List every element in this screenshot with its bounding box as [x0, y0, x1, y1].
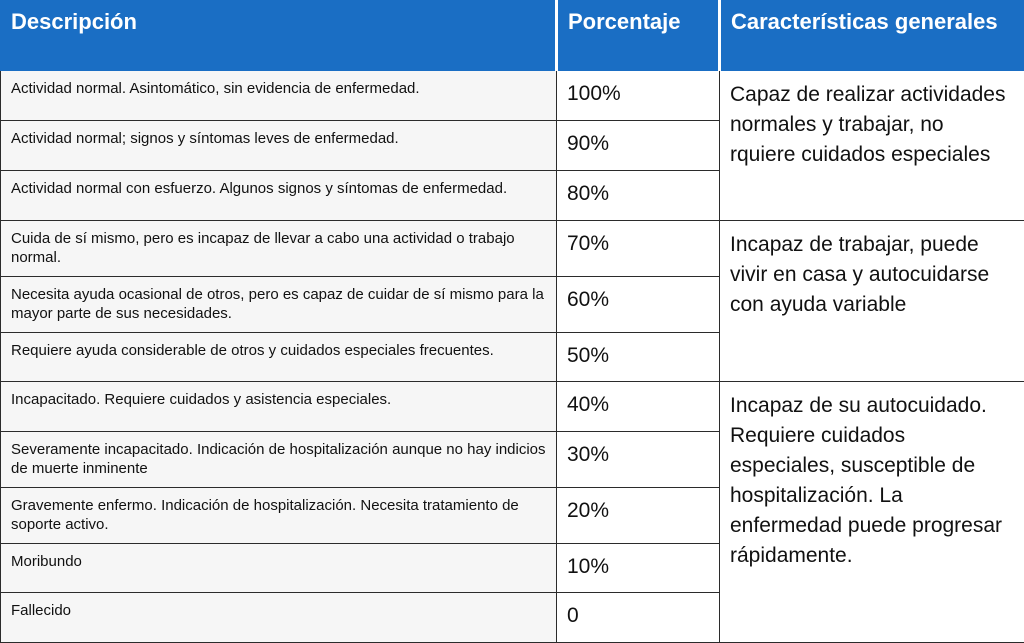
row-description: Incapacitado. Requiere cuidados y asiste… [1, 382, 557, 432]
row-percentage: 0 [557, 593, 720, 643]
row-percentage: 30% [557, 432, 720, 488]
group-characteristics: Capaz de realizar actividades normales y… [720, 71, 1024, 221]
row-description: Severamente incapacitado. Indicación de … [1, 432, 557, 488]
row-description: Actividad normal. Asintomático, sin evid… [1, 71, 557, 121]
row-percentage: 70% [557, 221, 720, 277]
table-row: Cuida de sí mismo, pero es incapaz de ll… [1, 221, 1024, 277]
group-characteristics: Incapaz de su autocuidado. Requiere cuid… [720, 382, 1024, 643]
header-general-characteristics: Características generales [720, 1, 1024, 71]
row-description: Actividad normal; signos y síntomas leve… [1, 121, 557, 171]
header-percentage: Porcentaje [557, 1, 720, 71]
row-percentage: 50% [557, 333, 720, 382]
row-percentage: 60% [557, 277, 720, 333]
row-percentage: 90% [557, 121, 720, 171]
row-description: Actividad normal con esfuerzo. Algunos s… [1, 171, 557, 221]
group-characteristics: Incapaz de trabajar, puede vivir en casa… [720, 221, 1024, 382]
row-description: Fallecido [1, 593, 557, 643]
row-percentage: 20% [557, 488, 720, 544]
header-description: Descripción [1, 1, 557, 71]
table-row: Actividad normal. Asintomático, sin evid… [1, 71, 1024, 121]
row-percentage: 80% [557, 171, 720, 221]
row-percentage: 10% [557, 544, 720, 593]
row-description: Gravemente enfermo. Indicación de hospit… [1, 488, 557, 544]
table-row: Incapacitado. Requiere cuidados y asiste… [1, 382, 1024, 432]
row-description: Moribundo [1, 544, 557, 593]
row-percentage: 40% [557, 382, 720, 432]
row-description: Cuida de sí mismo, pero es incapaz de ll… [1, 221, 557, 277]
table-header-row: Descripción Porcentaje Características g… [1, 1, 1024, 71]
row-description: Necesita ayuda ocasional de otros, pero … [1, 277, 557, 333]
row-percentage: 100% [557, 71, 720, 121]
row-description: Requiere ayuda considerable de otros y c… [1, 333, 557, 382]
